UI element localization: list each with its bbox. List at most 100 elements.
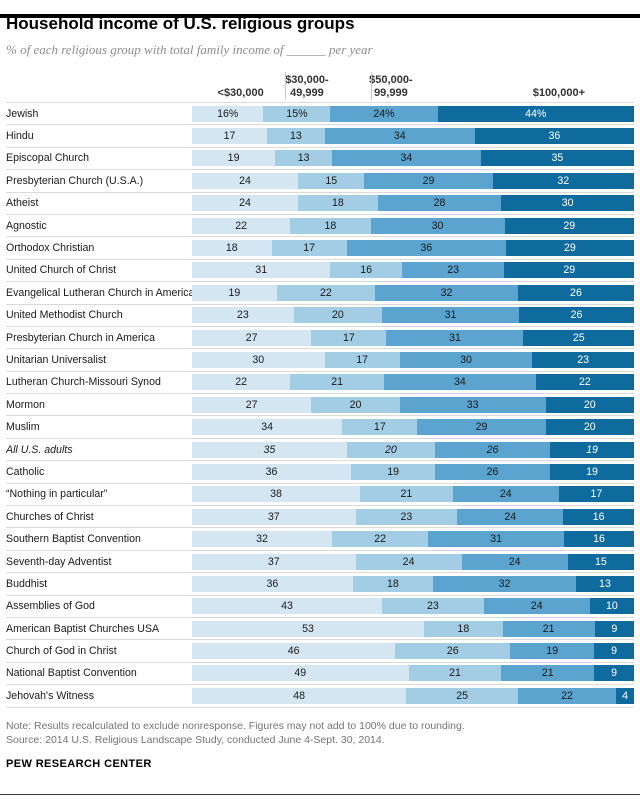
header-divider-tick (371, 72, 372, 100)
bar-segment: 15 (298, 172, 365, 189)
bar-segment: 13 (575, 575, 634, 592)
stacked-bar: 37 23 24 16 (192, 508, 634, 525)
bar-segment: 31 (382, 307, 520, 324)
bar-segment: 33 (399, 396, 546, 413)
stacked-bar: 37 24 24 15 (192, 553, 634, 570)
row-label: Jewish (6, 107, 39, 120)
chart-row: American Baptist Churches USA 53 18 21 9 (6, 618, 634, 641)
bar-segment: 27 (192, 396, 312, 413)
bar-segment: 18 (423, 620, 503, 637)
bar-segment: 29 (504, 262, 634, 279)
bar-segment: 18 (352, 575, 434, 592)
bar-segment: 18 (290, 217, 371, 234)
stacked-bar: 38 21 24 17 (192, 486, 634, 503)
bar-segment: 19 (549, 441, 634, 458)
row-label: Muslim (6, 421, 40, 434)
bar-segment: 49 (192, 665, 409, 682)
bar-segment: 31 (192, 262, 331, 279)
bar-segment: 25 (406, 687, 518, 704)
chart-row: Assemblies of God 43 23 24 10 (6, 596, 634, 618)
bar-segment: 17 (192, 128, 268, 145)
bar-segment: 18 (298, 195, 378, 212)
stacked-bar: 36 19 26 19 (192, 463, 634, 480)
bar-segment: 29 (417, 419, 546, 436)
chart-row: Atheist 24 18 28 30 (6, 193, 634, 215)
bar-segment: 35 (192, 441, 347, 458)
bar-segment: 24 (461, 553, 568, 570)
column-header-30k-49k: $30,000- 49,999 (285, 74, 329, 99)
bar-segment: 20 (545, 396, 634, 413)
stacked-bar: 36 18 32 13 (192, 575, 634, 592)
stacked-bar: 22 21 34 22 (192, 374, 634, 391)
chart-row: Mormon 27 20 33 20 (6, 394, 634, 417)
row-label: Lutheran Church-Missouri Synod (6, 376, 161, 389)
bar-segment: 46 (192, 643, 396, 660)
stacked-bar: 27 17 31 25 (192, 329, 634, 346)
row-label: All U.S. adults (6, 443, 73, 456)
chart-row: All U.S. adults 35 20 26 19 (6, 439, 634, 462)
bar-segment: 19 (549, 463, 634, 480)
bar-segment: 22 (517, 687, 617, 704)
bar-segment: 36 (346, 240, 506, 257)
row-label: Jehovah's Witness (6, 689, 94, 702)
column-header-under-30k: <$30,000 (217, 86, 264, 99)
bar-segment: 28 (377, 195, 502, 212)
chart-row: Lutheran Church-Missouri Synod 22 21 34 22 (6, 372, 634, 395)
bar-segment: 48 (192, 687, 407, 704)
bar-segment: 24 (192, 195, 299, 212)
bar-segment: 17 (324, 351, 400, 368)
chart-row: Churches of Christ 37 23 24 16 (6, 506, 634, 529)
chart-row: Jewish 16% 15% 24% 44% (6, 103, 634, 126)
bar-segment: 23 (355, 508, 458, 525)
bar-segment: 43 (192, 598, 383, 615)
bar-segment: 17 (342, 419, 418, 436)
bar-segment: 19 (192, 284, 277, 301)
bar-segment: 34 (332, 150, 481, 167)
chart-row: Episcopal Church 19 13 34 35 (6, 148, 634, 171)
row-label: Evangelical Lutheran Church in America (6, 286, 192, 299)
bar-segment: 31 (386, 329, 524, 346)
chart-row: United Church of Christ 31 16 23 29 (6, 260, 634, 283)
bar-segment: 22 (535, 374, 634, 391)
bar-segment: 32 (433, 575, 576, 592)
stacked-bar: 23 20 31 26 (192, 307, 634, 324)
stacked-bar: 48 25 22 4 (192, 687, 634, 704)
row-label: Church of God in Christ (6, 645, 117, 658)
row-label: Mormon (6, 398, 45, 411)
bar-segment: 27 (192, 329, 312, 346)
chart-row: Presbyterian Church (U.S.A.) 24 15 29 32 (6, 170, 634, 193)
chart-subtitle: % of each religious group with total fam… (6, 42, 373, 57)
row-label: Churches of Christ (6, 510, 94, 523)
bar-segment: 36 (192, 575, 353, 592)
stacked-bar: 18 17 36 29 (192, 240, 634, 257)
row-label: Assemblies of God (6, 600, 95, 613)
bar-segment: 20 (293, 307, 383, 324)
stacked-bar: 19 13 34 35 (192, 150, 634, 167)
bar-segment: 9 (594, 665, 634, 682)
bar-segment: 29 (364, 172, 493, 189)
bar-segment: 21 (501, 665, 595, 682)
bar-segment: 18 (192, 240, 272, 257)
row-label: United Church of Christ (6, 264, 117, 277)
stacked-bar: 24 18 28 30 (192, 195, 634, 212)
bar-segment: 31 (428, 531, 564, 548)
bar-segment: 9 (594, 620, 634, 637)
bar-segment: 22 (332, 531, 429, 548)
bar-segment: 17 (311, 329, 387, 346)
chart-row: Seventh-day Adventist 37 24 24 15 (6, 551, 634, 574)
bar-segment: 20 (545, 419, 634, 436)
row-label: National Baptist Convention (6, 667, 137, 680)
row-label: “Nothing in particular” (6, 488, 108, 501)
bar-segment: 4 (616, 687, 634, 704)
bar-segment: 10 (589, 598, 634, 615)
column-header-100k-plus: $100,000+ (532, 86, 586, 99)
bar-segment: 19 (192, 150, 276, 167)
bar-segment: 20 (311, 396, 400, 413)
chart-row: National Baptist Convention 49 21 21 9 (6, 663, 634, 686)
bar-segment: 29 (504, 217, 634, 234)
bar-segment: 16 (330, 262, 402, 279)
chart-title: Household income of U.S. religious group… (6, 14, 355, 33)
bar-segment: 32 (192, 531, 333, 548)
bar-segment: 34 (324, 128, 475, 145)
header-divider-tick (284, 72, 286, 100)
